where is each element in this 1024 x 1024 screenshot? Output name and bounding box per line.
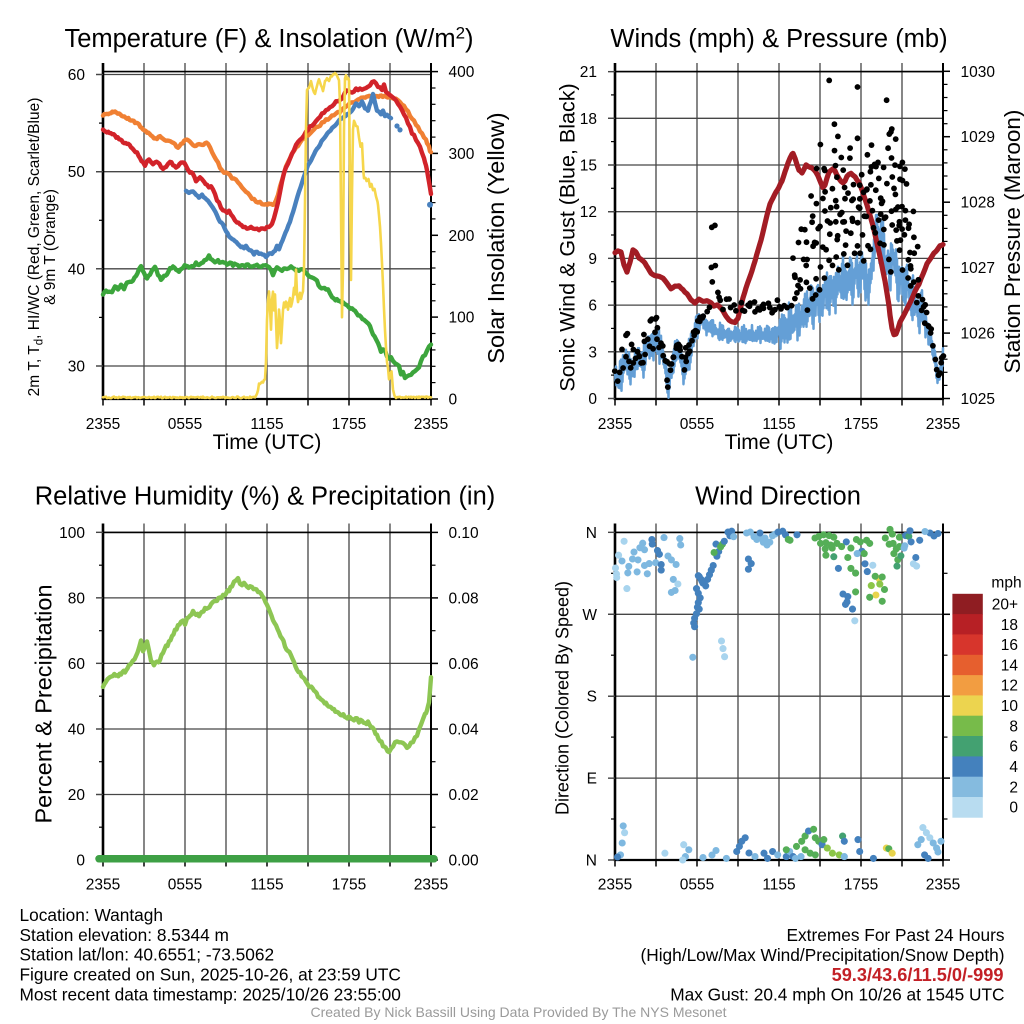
svg-text:Wind Direction: Wind Direction [695,483,861,511]
svg-text:Temperature (F) & Insolation (: Temperature (F) & Insolation (W/m2) [64,24,473,54]
svg-text:9: 9 [588,251,597,268]
svg-text:0.00: 0.00 [449,853,480,870]
svg-text:60: 60 [68,67,86,84]
svg-text:20: 20 [68,787,86,804]
svg-text:0: 0 [1009,800,1018,817]
svg-text:12: 12 [580,204,597,221]
svg-text:1025: 1025 [961,391,995,408]
svg-text:1755: 1755 [844,416,878,433]
svg-text:Time (UTC): Time (UTC) [213,431,322,454]
svg-text:0555: 0555 [168,877,202,894]
svg-text:2355: 2355 [86,877,120,894]
svg-text:2: 2 [1009,779,1018,796]
svg-text:0: 0 [76,853,85,870]
svg-text:N: N [586,853,597,870]
svg-text:1027: 1027 [961,260,995,277]
svg-text:12: 12 [1001,678,1018,695]
svg-text:4: 4 [1009,759,1018,776]
svg-text:0: 0 [449,392,458,409]
svg-text:(High/Low/Max Wind/Precipitati: (High/Low/Max Wind/Precipitation/Snow De… [640,945,1004,965]
svg-text:& 9m T (Orange): & 9m T (Orange) [42,189,59,305]
svg-text:1029: 1029 [961,129,995,146]
svg-text:100: 100 [59,525,85,542]
svg-text:0.02: 0.02 [449,787,479,804]
svg-text:1155: 1155 [762,416,795,433]
svg-text:1755: 1755 [844,877,878,894]
svg-text:40: 40 [68,261,86,278]
svg-text:E: E [587,771,597,788]
svg-text:0.08: 0.08 [449,590,479,607]
svg-text:18: 18 [580,111,597,128]
svg-text:Location: Wantagh: Location: Wantagh [20,905,163,925]
svg-text:16: 16 [1001,637,1018,654]
svg-text:Relative Humidity (%) & Precip: Relative Humidity (%) & Precipitation (i… [35,483,496,511]
svg-text:40: 40 [68,722,86,739]
svg-text:0: 0 [588,391,597,408]
svg-text:14: 14 [1001,657,1019,674]
svg-text:100: 100 [449,310,475,327]
svg-text:3: 3 [588,344,597,361]
svg-text:Solar Insolation (Yellow): Solar Insolation (Yellow) [483,112,509,363]
svg-text:1155: 1155 [762,877,795,894]
svg-text:mph: mph [991,575,1021,592]
svg-text:1030: 1030 [961,64,996,81]
svg-text:Winds (mph) & Pressure (mb): Winds (mph) & Pressure (mb) [610,25,947,53]
svg-text:15: 15 [580,158,597,175]
svg-text:Figure created on Sun, 2025-10: Figure created on Sun, 2025-10-26, at 23… [20,965,401,985]
svg-text:20+: 20+ [992,597,1018,614]
svg-text:0.04: 0.04 [449,722,480,739]
svg-text:6: 6 [588,298,597,315]
svg-text:1755: 1755 [332,416,366,433]
svg-text:Most recent data timestamp: 20: Most recent data timestamp: 2025/10/26 2… [20,984,401,1004]
svg-text:21: 21 [580,64,597,81]
svg-text:10: 10 [1001,698,1019,715]
svg-text:18: 18 [1001,617,1018,634]
svg-text:2355: 2355 [598,877,632,894]
svg-text:1155: 1155 [250,877,283,894]
svg-text:0555: 0555 [680,416,714,433]
svg-text:2355: 2355 [926,416,960,433]
svg-text:Direction (Colored By Speed): Direction (Colored By Speed) [553,581,573,815]
svg-text:Extremes For Past 24 Hours: Extremes For Past 24 Hours [786,925,1004,945]
svg-text:Percent & Precipitation: Percent & Precipitation [31,584,57,823]
svg-text:1755: 1755 [332,877,366,894]
svg-text:Max Gust: 20.4 mph On 10/26 at: Max Gust: 20.4 mph On 10/26 at 1545 UTC [670,985,1004,1005]
svg-text:30: 30 [68,359,86,376]
svg-text:80: 80 [68,590,86,607]
svg-text:2355: 2355 [598,416,632,433]
svg-text:Station lat/lon: 40.6551; -73.: Station lat/lon: 40.6551; -73.5062 [20,945,275,965]
svg-text:1155: 1155 [250,416,283,433]
svg-text:8: 8 [1009,718,1018,735]
svg-text:400: 400 [449,64,475,81]
svg-text:Sonic Wind & Gust (Blue, Black: Sonic Wind & Gust (Blue, Black) [556,83,580,391]
svg-text:1026: 1026 [961,326,995,343]
svg-text:2m T, Td, HI/WC (Red, Green, S: 2m T, Td, HI/WC (Red, Green, Scarlet/Blu… [26,98,45,397]
svg-text:2355: 2355 [414,877,448,894]
svg-text:1028: 1028 [961,195,995,212]
svg-text:0555: 0555 [680,877,714,894]
svg-text:200: 200 [449,228,475,245]
svg-text:300: 300 [449,146,475,163]
svg-text:2355: 2355 [86,416,120,433]
svg-text:0.06: 0.06 [449,656,479,673]
svg-text:S: S [587,689,597,706]
svg-text:Time (UTC): Time (UTC) [725,431,834,454]
svg-text:W: W [582,607,597,624]
svg-text:Station elevation: 8.5344 m: Station elevation: 8.5344 m [20,925,229,945]
svg-text:60: 60 [68,656,86,673]
svg-text:59.3/43.6/11.5/0/-999: 59.3/43.6/11.5/0/-999 [832,965,1004,985]
svg-text:2355: 2355 [414,416,448,433]
svg-text:Created By Nick Bassill Using: Created By Nick Bassill Using Data Provi… [310,1004,726,1020]
svg-text:2355: 2355 [926,877,960,894]
svg-text:50: 50 [68,164,86,181]
svg-text:Station Pressure (Maroon): Station Pressure (Maroon) [1000,110,1024,374]
svg-text:N: N [586,525,597,542]
svg-text:6: 6 [1009,739,1018,756]
svg-text:0.10: 0.10 [449,525,480,542]
svg-text:0555: 0555 [168,416,202,433]
